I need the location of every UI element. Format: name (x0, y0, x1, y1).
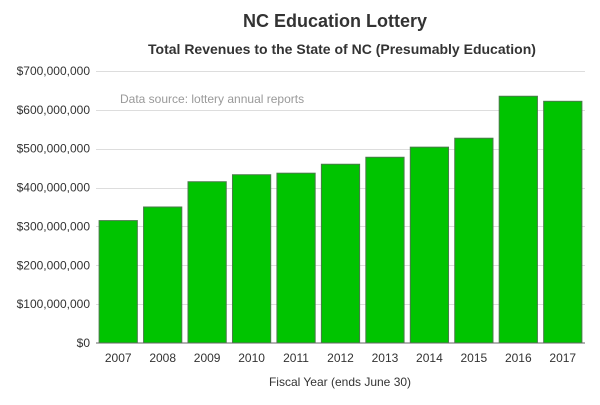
x-tick-label: 2012 (327, 351, 354, 365)
bar-2011 (276, 172, 316, 344)
y-axis-ticks: $0 $100,000,000 $200,000,000 $300,000,000 $4… (17, 64, 91, 350)
x-tick-label: 2014 (416, 351, 443, 365)
x-tick-label: 2013 (372, 351, 399, 365)
y-tick-label: $200,000,000 (17, 258, 91, 272)
y-tick-label: $300,000,000 (17, 219, 91, 233)
x-tick-label: 2009 (194, 351, 221, 365)
x-tick-label: 2015 (461, 351, 488, 365)
bar-2015 (454, 137, 494, 344)
y-tick-label: $400,000,000 (17, 181, 91, 195)
x-axis-label: Fiscal Year (ends June 30) (269, 375, 411, 389)
bars (98, 95, 583, 344)
x-tick-label: 2010 (238, 351, 265, 365)
data-source-annotation: Data source: lottery annual reports (120, 92, 304, 106)
chart-title: NC Education Lottery (243, 11, 427, 31)
bar-2007 (98, 220, 138, 344)
bar-2013 (365, 156, 405, 344)
bar-2017 (543, 100, 583, 344)
x-axis-ticks: 2007 2008 2009 2010 2011 2012 2013 2014 2015 2016… (105, 351, 577, 365)
x-tick-label: 2007 (105, 351, 132, 365)
x-tick-label: 2011 (283, 351, 309, 365)
chart-subtitle: Total Revenues to the State of NC (Presu… (148, 41, 536, 57)
x-tick-label: 2017 (549, 351, 576, 365)
x-tick-label: 2008 (149, 351, 176, 365)
bar-2014 (409, 146, 450, 344)
y-tick-label: $500,000,000 (17, 142, 91, 156)
bar-2009 (187, 181, 227, 344)
bar-2016 (498, 95, 538, 344)
y-tick-label: $100,000,000 (17, 297, 91, 311)
bar-2008 (143, 206, 183, 344)
x-tick-label: 2016 (505, 351, 532, 365)
y-tick-label: $600,000,000 (17, 103, 91, 117)
y-tick-label: $0 (77, 336, 91, 350)
bar-2010 (231, 174, 272, 344)
y-tick-label: $700,000,000 (17, 64, 91, 78)
bar-2012 (320, 163, 361, 344)
